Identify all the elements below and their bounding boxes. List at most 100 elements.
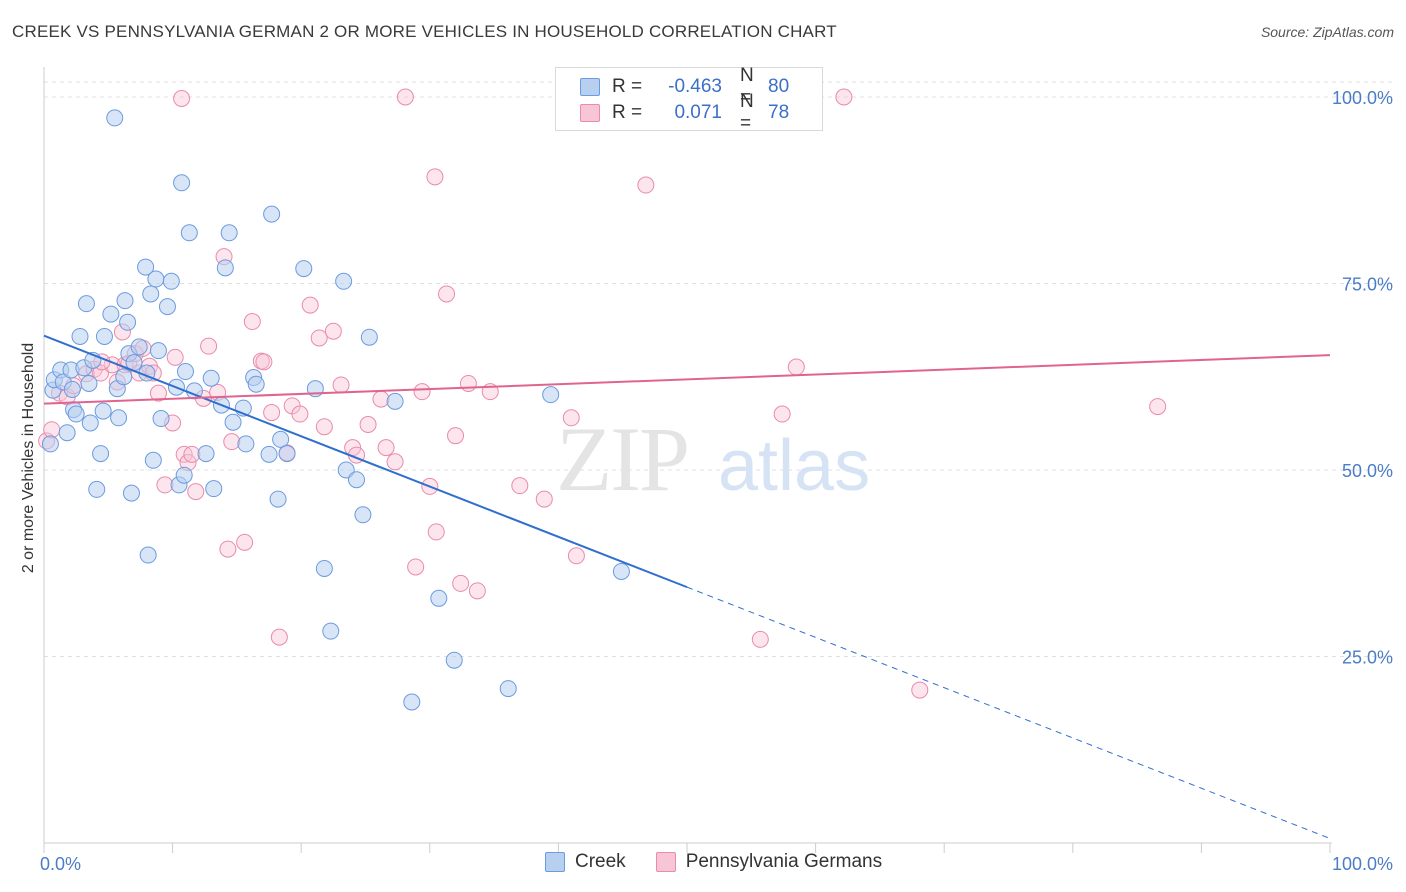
creek-point	[295, 260, 313, 278]
penn-point	[149, 384, 167, 402]
y-tick-label: 75.0%	[1342, 275, 1393, 295]
series-legend: Creek Pennsylvania Germans	[545, 851, 912, 873]
penn-point	[332, 376, 350, 394]
creek-point	[260, 445, 278, 463]
penn-point	[301, 296, 319, 314]
creek-trendline	[43, 334, 688, 589]
penn-swatch	[580, 104, 600, 122]
creek-point	[322, 622, 340, 640]
creek-point	[106, 109, 124, 127]
legend-item-creek[interactable]: Creek	[545, 851, 626, 873]
axes	[43, 67, 1332, 844]
penn-point	[535, 490, 553, 508]
creek-point	[224, 413, 242, 431]
creek-point	[119, 313, 137, 331]
penn-point	[407, 558, 425, 576]
creek-point	[176, 363, 194, 381]
creek-point	[58, 424, 76, 442]
creek-point	[158, 298, 176, 316]
creek-point	[149, 342, 167, 360]
penn-point	[270, 628, 288, 646]
creek-point	[430, 589, 448, 607]
creek-point	[94, 402, 112, 420]
creek-point	[144, 451, 162, 469]
legend-r-label: R =	[612, 76, 643, 97]
legend-row-penn: R = 0.071 N = 78	[580, 91, 789, 134]
penn-point	[200, 337, 218, 355]
penn-point	[187, 483, 205, 501]
creek-point	[216, 259, 234, 277]
creek-point	[269, 490, 287, 508]
watermark-zip: ZIP	[556, 408, 688, 510]
creek-point	[354, 506, 372, 524]
creek-swatch	[580, 78, 600, 96]
legend-n-label: N =	[740, 65, 754, 108]
creek-point	[81, 414, 99, 432]
y-axis-title: 2 or more Vehicles in Household	[20, 343, 37, 573]
creek-point	[403, 693, 421, 711]
penn-point	[459, 374, 477, 392]
penn-point	[468, 582, 486, 600]
creek-point	[445, 651, 463, 669]
gridlines	[44, 81, 1392, 657]
y-tick-label: 50.0%	[1342, 461, 1393, 481]
legend-r-label: R =	[612, 102, 643, 123]
penn-point	[324, 322, 342, 340]
creek-point	[67, 405, 85, 423]
penn-point	[773, 405, 791, 423]
creek-points	[41, 109, 630, 711]
penn-point	[166, 348, 184, 366]
penn-point	[43, 421, 61, 439]
creek-point	[102, 305, 120, 323]
x-tick-label-min: 0.0%	[40, 854, 81, 874]
creek-point	[237, 435, 255, 453]
penn-point	[372, 390, 390, 408]
creek-point	[95, 327, 113, 345]
penn-point	[413, 383, 431, 401]
creek-point	[130, 338, 148, 356]
penn-point	[310, 329, 328, 347]
penn-legend-swatch	[655, 852, 676, 872]
penn-point	[787, 358, 805, 376]
penn-point	[315, 418, 333, 436]
penn-point	[567, 547, 585, 565]
creek-point	[162, 272, 180, 290]
creek-point	[360, 328, 378, 346]
creek-legend-swatch	[545, 852, 565, 872]
creek-point	[137, 258, 155, 276]
penn-point	[562, 409, 580, 427]
creek-point	[335, 272, 353, 290]
creek-point	[115, 368, 133, 386]
creek-point	[386, 392, 404, 410]
creek-point	[247, 375, 265, 393]
creek-point	[92, 445, 110, 463]
penn-point	[377, 439, 395, 457]
x-tick-marks	[43, 843, 1331, 853]
penn-point	[223, 433, 241, 451]
creek-point	[197, 445, 215, 463]
penn-point	[396, 88, 414, 106]
creek-point	[147, 270, 165, 288]
chart-title: CREEK VS PENNSYLVANIA GERMAN 2 OR MORE V…	[12, 22, 837, 41]
creek-point	[88, 480, 106, 498]
penn-point	[359, 415, 377, 433]
penn-point	[243, 313, 261, 331]
creek-point	[612, 562, 630, 580]
creek-trendline-extension	[686, 586, 1331, 839]
legend-label-penn: Pennsylvania Germans	[685, 851, 883, 872]
penn-point	[835, 88, 853, 106]
legend-r-value-creek: -0.463	[668, 76, 722, 97]
creek-point	[122, 484, 140, 502]
legend-item-penn[interactable]: Pennsylvania Germans	[655, 851, 883, 873]
penn-point	[386, 453, 404, 471]
penn-point	[637, 176, 655, 194]
y-tick-labels: 100.0% 75.0% 50.0% 25.0%	[1332, 88, 1393, 668]
penn-trendline	[43, 354, 1331, 405]
penn-point	[173, 89, 191, 107]
penn-point	[452, 574, 470, 592]
creek-point	[71, 327, 89, 345]
creek-point	[347, 471, 365, 489]
creek-point	[63, 380, 81, 398]
x-tick-label-max: 100.0%	[1332, 854, 1393, 874]
creek-point	[202, 369, 220, 387]
